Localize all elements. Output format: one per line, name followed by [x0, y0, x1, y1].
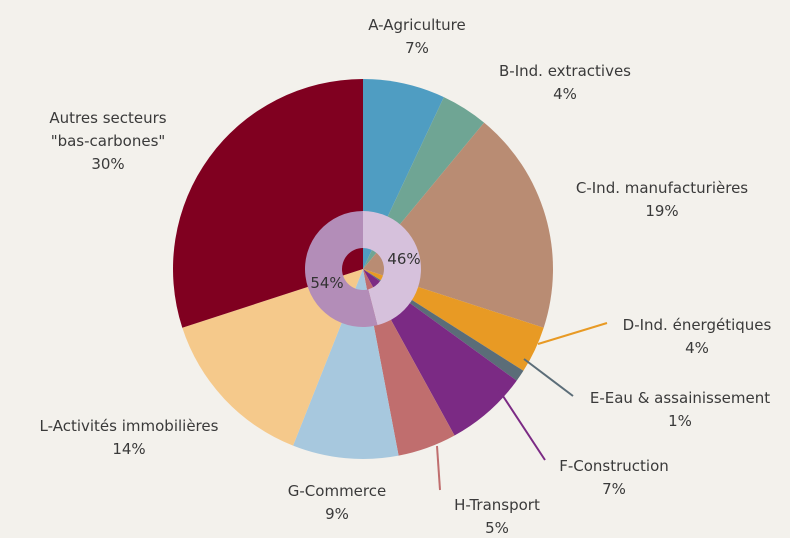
slice-label: D-Ind. énergétiques 4% [577, 314, 790, 360]
slice-name: D-Ind. énergétiques [622, 316, 772, 334]
leader-line [523, 358, 574, 397]
slice-label: B-Ind. extractives 4% [445, 60, 685, 106]
slice-label: L-Activités immobilières 14% [9, 415, 249, 461]
slice-name: L-Activités immobilières [39, 417, 219, 435]
slice-label: F-Construction 7% [494, 455, 734, 501]
slice-label: H-Transport 5% [377, 494, 617, 538]
slice-label: E-Eau & assainissement 1% [560, 387, 790, 433]
slice-value: 4% [553, 85, 577, 103]
slice-name: C-Ind. manufacturières [575, 179, 749, 197]
slice-label: A-Agriculture 7% [297, 14, 537, 60]
slice-value: 9% [325, 505, 349, 523]
slice-value: 5% [485, 519, 509, 537]
slice-name: F-Construction [559, 457, 669, 475]
slice-value: 30% [91, 155, 125, 173]
slice-value: 7% [602, 480, 626, 498]
leader-line [436, 445, 441, 491]
slice-name: B-Ind. extractives [499, 62, 631, 80]
slice-label: Autres secteurs "bas-carbones" 30% [33, 107, 183, 176]
slice-name: H-Transport [454, 496, 540, 514]
slice-value: 4% [685, 339, 709, 357]
pie-slice [182, 269, 363, 446]
slice-value: 1% [668, 412, 692, 430]
slice-label: C-Ind. manufacturières 19% [542, 177, 782, 223]
slice-name: E-Eau & assainissement [589, 389, 771, 407]
slice-name: Autres secteurs "bas-carbones" [49, 109, 167, 150]
inner-label: 54% [310, 274, 344, 292]
pie-slice [293, 269, 399, 460]
slice-value: 14% [112, 440, 146, 458]
slice-name: A-Agriculture [368, 16, 466, 34]
pie-slice [363, 211, 422, 326]
slice-value: 7% [405, 39, 429, 57]
pie-slice [305, 211, 378, 327]
leader-lines [436, 322, 608, 491]
leader-line [537, 322, 608, 345]
inner-label: 46% [387, 250, 421, 268]
slice-name: G-Commerce [287, 482, 387, 500]
slice-value: 19% [645, 202, 679, 220]
leader-line [498, 389, 546, 461]
slice-label: G-Commerce 9% [217, 480, 457, 526]
